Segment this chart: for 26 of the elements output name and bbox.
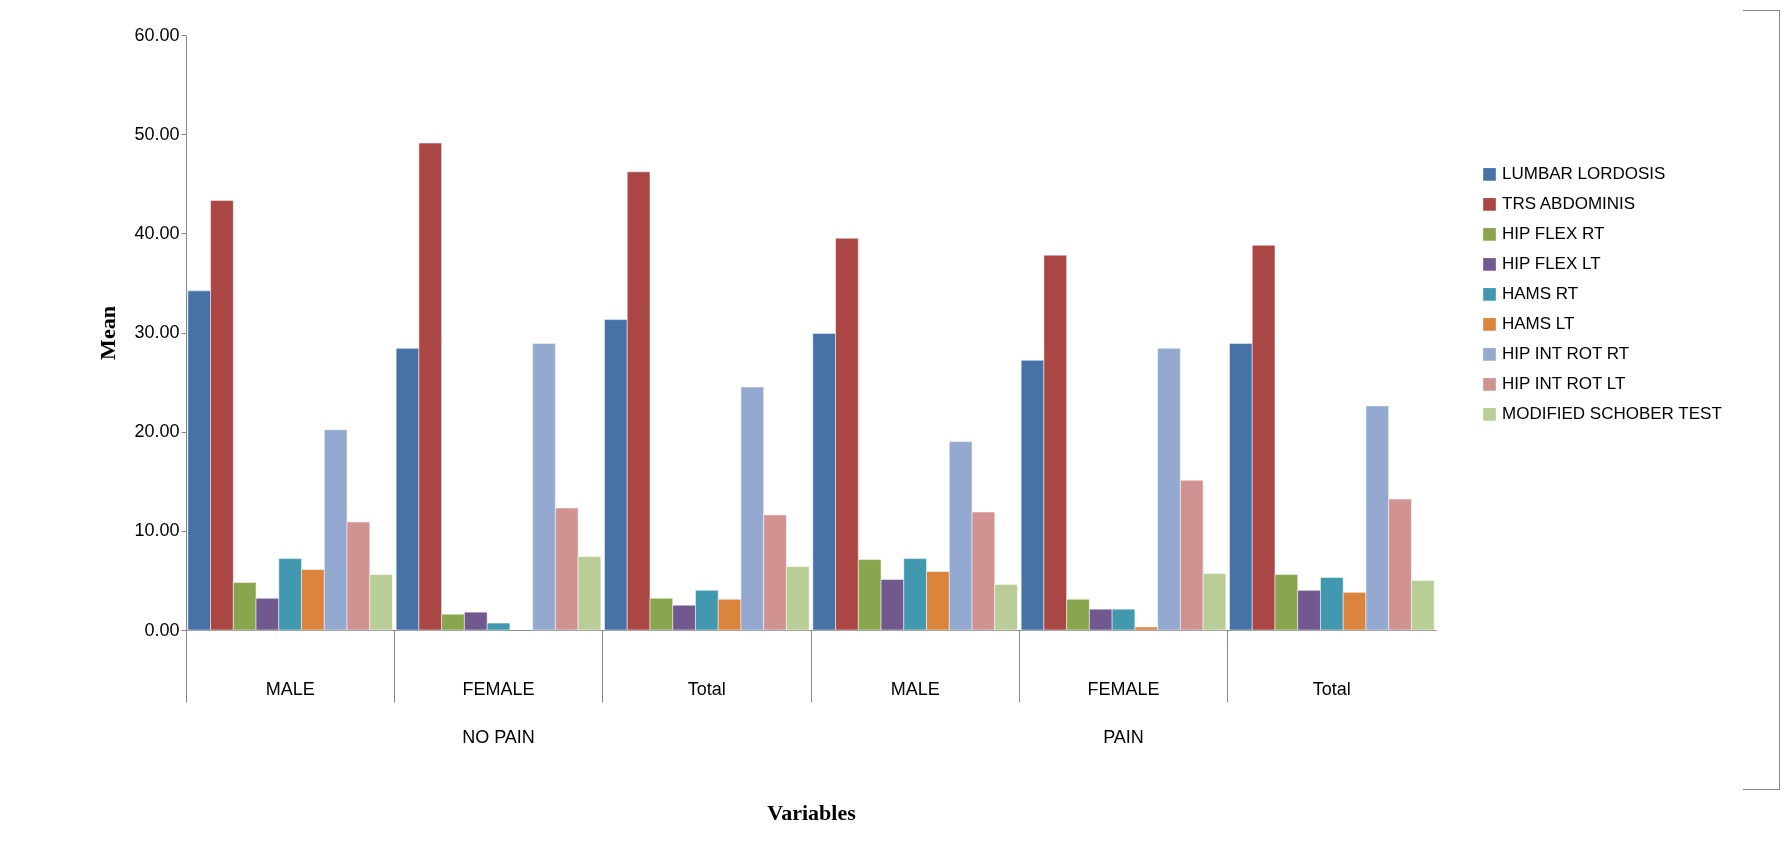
x-tick-label: MALE xyxy=(890,678,940,699)
legend-label: HAMS RT xyxy=(1502,284,1579,304)
legend-label: HIP FLEX LT xyxy=(1502,254,1601,274)
y-tick-label: 10.00 xyxy=(134,520,180,541)
legend-label: LUMBAR LORDOSIS xyxy=(1502,164,1666,184)
y-tick-label: 40.00 xyxy=(134,222,180,243)
y-tick-label: 0.00 xyxy=(144,619,180,640)
y-tick-label: 50.00 xyxy=(134,123,180,144)
legend-label: HIP INT ROT LT xyxy=(1502,374,1626,394)
x-tick-label: MALE xyxy=(265,678,315,699)
x-tick-label: Total xyxy=(687,678,726,699)
x-tick-label: FEMALE xyxy=(462,678,535,699)
x-tick-label: Total xyxy=(1312,678,1351,699)
legend-label: MODIFIED SCHOBER TEST xyxy=(1502,404,1722,424)
y-axis-title: Mean xyxy=(95,306,121,360)
y-tick-label: 30.00 xyxy=(134,322,180,342)
x-axis-title: Variables xyxy=(767,800,857,825)
legend-label: HAMS LT xyxy=(1502,314,1575,334)
legend-label: HIP FLEX RT xyxy=(1502,224,1605,244)
legend-label: TRS ABDOMINIS xyxy=(1502,194,1636,214)
y-tick-label: 60.00 xyxy=(134,24,180,45)
y-tick-label: 20.00 xyxy=(134,421,180,442)
text: PAIN xyxy=(1103,727,1144,747)
legend-label: HIP INT ROT RT xyxy=(1502,344,1630,364)
text: NO PAIN xyxy=(462,727,535,747)
x-tick-label: FEMALE xyxy=(1087,678,1160,699)
